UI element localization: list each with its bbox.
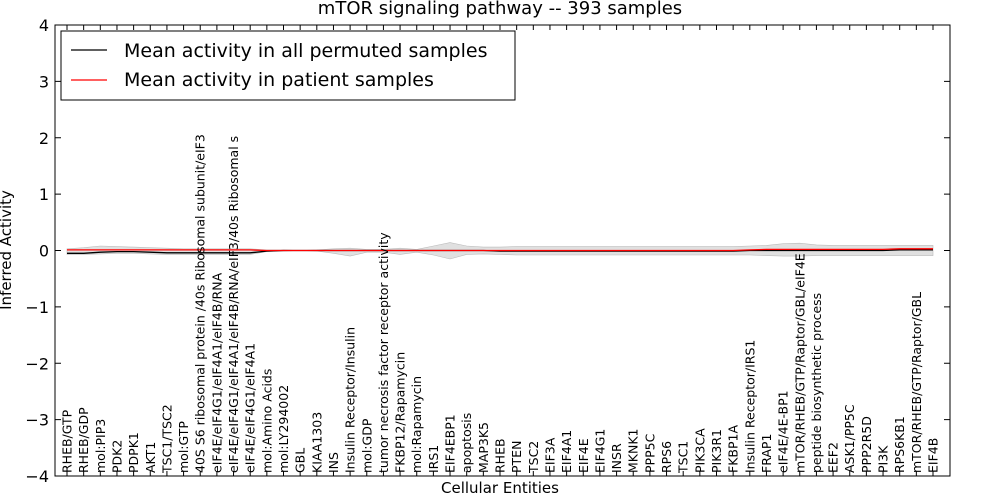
x-tick-label: INS <box>326 452 341 473</box>
x-tick-label: TSC1 <box>676 441 691 474</box>
x-axis-label: Cellular Entities <box>441 479 559 497</box>
x-tick-label: TSC2 <box>526 441 541 474</box>
y-tick-label: 1 <box>39 185 49 204</box>
x-tick-label: EEF2 <box>826 442 841 473</box>
legend-label-patient: Mean activity in patient samples <box>124 69 434 91</box>
x-tick-label: FRAP1 <box>759 434 774 473</box>
x-tick-label: PPP2R5D <box>859 416 874 473</box>
x-tick-label: EIF4EBP1 <box>443 414 458 473</box>
x-tick-label: AKT1 <box>143 442 158 473</box>
x-tick-label: mTOR/RHEB/GTP/Raptor/GBL <box>909 292 924 473</box>
y-tick-label: −3 <box>25 411 49 430</box>
chart-title: mTOR signaling pathway -- 393 samples <box>318 0 682 19</box>
x-tick-label: EIF4E <box>576 438 591 473</box>
x-tick-label: EIF3A <box>543 437 558 473</box>
x-tick-label: Insulin Receptor/Insulin <box>343 327 358 473</box>
x-tick-label: IRS1 <box>426 445 441 473</box>
x-tick-label: EIF4G1 <box>592 429 607 473</box>
x-tick-label: eIF4E/eIF4G1/eIF4A1/eIF4B/RNA/eIF3/40s R… <box>226 136 241 473</box>
x-tick-label: Insulin Receptor/IRS1 <box>742 340 757 473</box>
x-tick-label: RHEB <box>493 438 508 473</box>
x-tick-label: PIK3R1 <box>709 429 724 473</box>
x-tick-label: KIAA1303 <box>309 412 324 473</box>
x-tick-label: PDPK1 <box>126 432 141 473</box>
x-tick-label: MKNK1 <box>626 429 641 473</box>
x-tick-label: PTEN <box>509 441 524 473</box>
y-tick-label: −4 <box>25 467 49 486</box>
x-tick-label: RPS6KB1 <box>892 416 907 473</box>
x-tick-label: PI3K <box>876 445 891 473</box>
x-tick-label: FKBP1A <box>726 425 741 473</box>
x-tick-label: peptide biosynthetic process <box>809 293 824 473</box>
x-tick-label: INSR <box>609 443 624 473</box>
x-tick-label: ASK1/PP5C <box>842 404 857 473</box>
y-tick-label: −2 <box>25 354 49 373</box>
y-axis-label: Inferred Activity <box>0 190 15 310</box>
y-tick-label: 3 <box>39 72 49 91</box>
y-axis: 4 3 2 1 0 −1 −2 −3 −4 <box>25 16 950 486</box>
x-tick-label: 40S S6 ribosomal protein /40s Ribosomal … <box>193 134 208 473</box>
series-layer <box>67 248 933 254</box>
x-tick-label: eIF4E/eIF4G1/eIF4A1 <box>243 343 258 473</box>
y-tick-label: 0 <box>39 242 49 261</box>
x-tick-label: PDK2 <box>110 440 125 473</box>
y-tick-label: −1 <box>25 298 49 317</box>
x-tick-label: FKBP12/Rapamycin <box>393 352 408 473</box>
x-tick-label: GBL <box>293 448 308 473</box>
x-tick-label: TSC1/TSC2 <box>159 404 174 474</box>
legend-box <box>60 30 516 101</box>
y-tick-label: 4 <box>39 16 49 35</box>
x-axis: RHEB/GTP RHEB/GDP mol:PIP3 PDK2 PDPK1 AKT1 TSC… <box>60 25 941 476</box>
y-tick-label: 2 <box>39 129 49 148</box>
legend-label-permuted: Mean activity in all permuted samples <box>124 40 487 62</box>
x-tick-label: MAP3K5 <box>476 422 491 473</box>
x-tick-label: EIF4A1 <box>559 430 574 473</box>
x-tick-label: PIK3CA <box>692 428 707 473</box>
x-tick-label: RPS6 <box>659 441 674 473</box>
x-tick-label: RHEB/GDP <box>76 407 91 473</box>
legend: Mean activity in all permuted samples Me… <box>60 30 516 101</box>
x-tick-label: mol:GDP <box>359 418 374 473</box>
x-tick-label: tumor necrosis factor receptor activity <box>376 232 391 473</box>
x-tick-label: PPP5C <box>642 433 657 473</box>
x-tick-label: eIF4E/eIF4G1/eIF4A1/eIF4B/RNA <box>209 272 224 473</box>
x-tick-label: mol:Amino Acids <box>259 369 274 473</box>
x-tick-label: apoptosis <box>459 413 474 473</box>
x-tick-label: mol:Rapamycin <box>409 376 424 473</box>
x-tick-label: RHEB/GTP <box>60 409 75 473</box>
x-tick-label: mTOR/RHEB/GTP/Raptor/GBL/eIF4E <box>792 253 807 473</box>
x-tick-label: eIF4E/4E-BP1 <box>776 390 791 473</box>
x-tick-label: EIF4B <box>926 438 941 473</box>
x-tick-label: mol:GTP <box>176 421 191 473</box>
series-line-patient <box>67 248 933 252</box>
x-tick-label: mol:LY294002 <box>276 385 291 473</box>
x-tick-label: mol:PIP3 <box>93 419 108 473</box>
